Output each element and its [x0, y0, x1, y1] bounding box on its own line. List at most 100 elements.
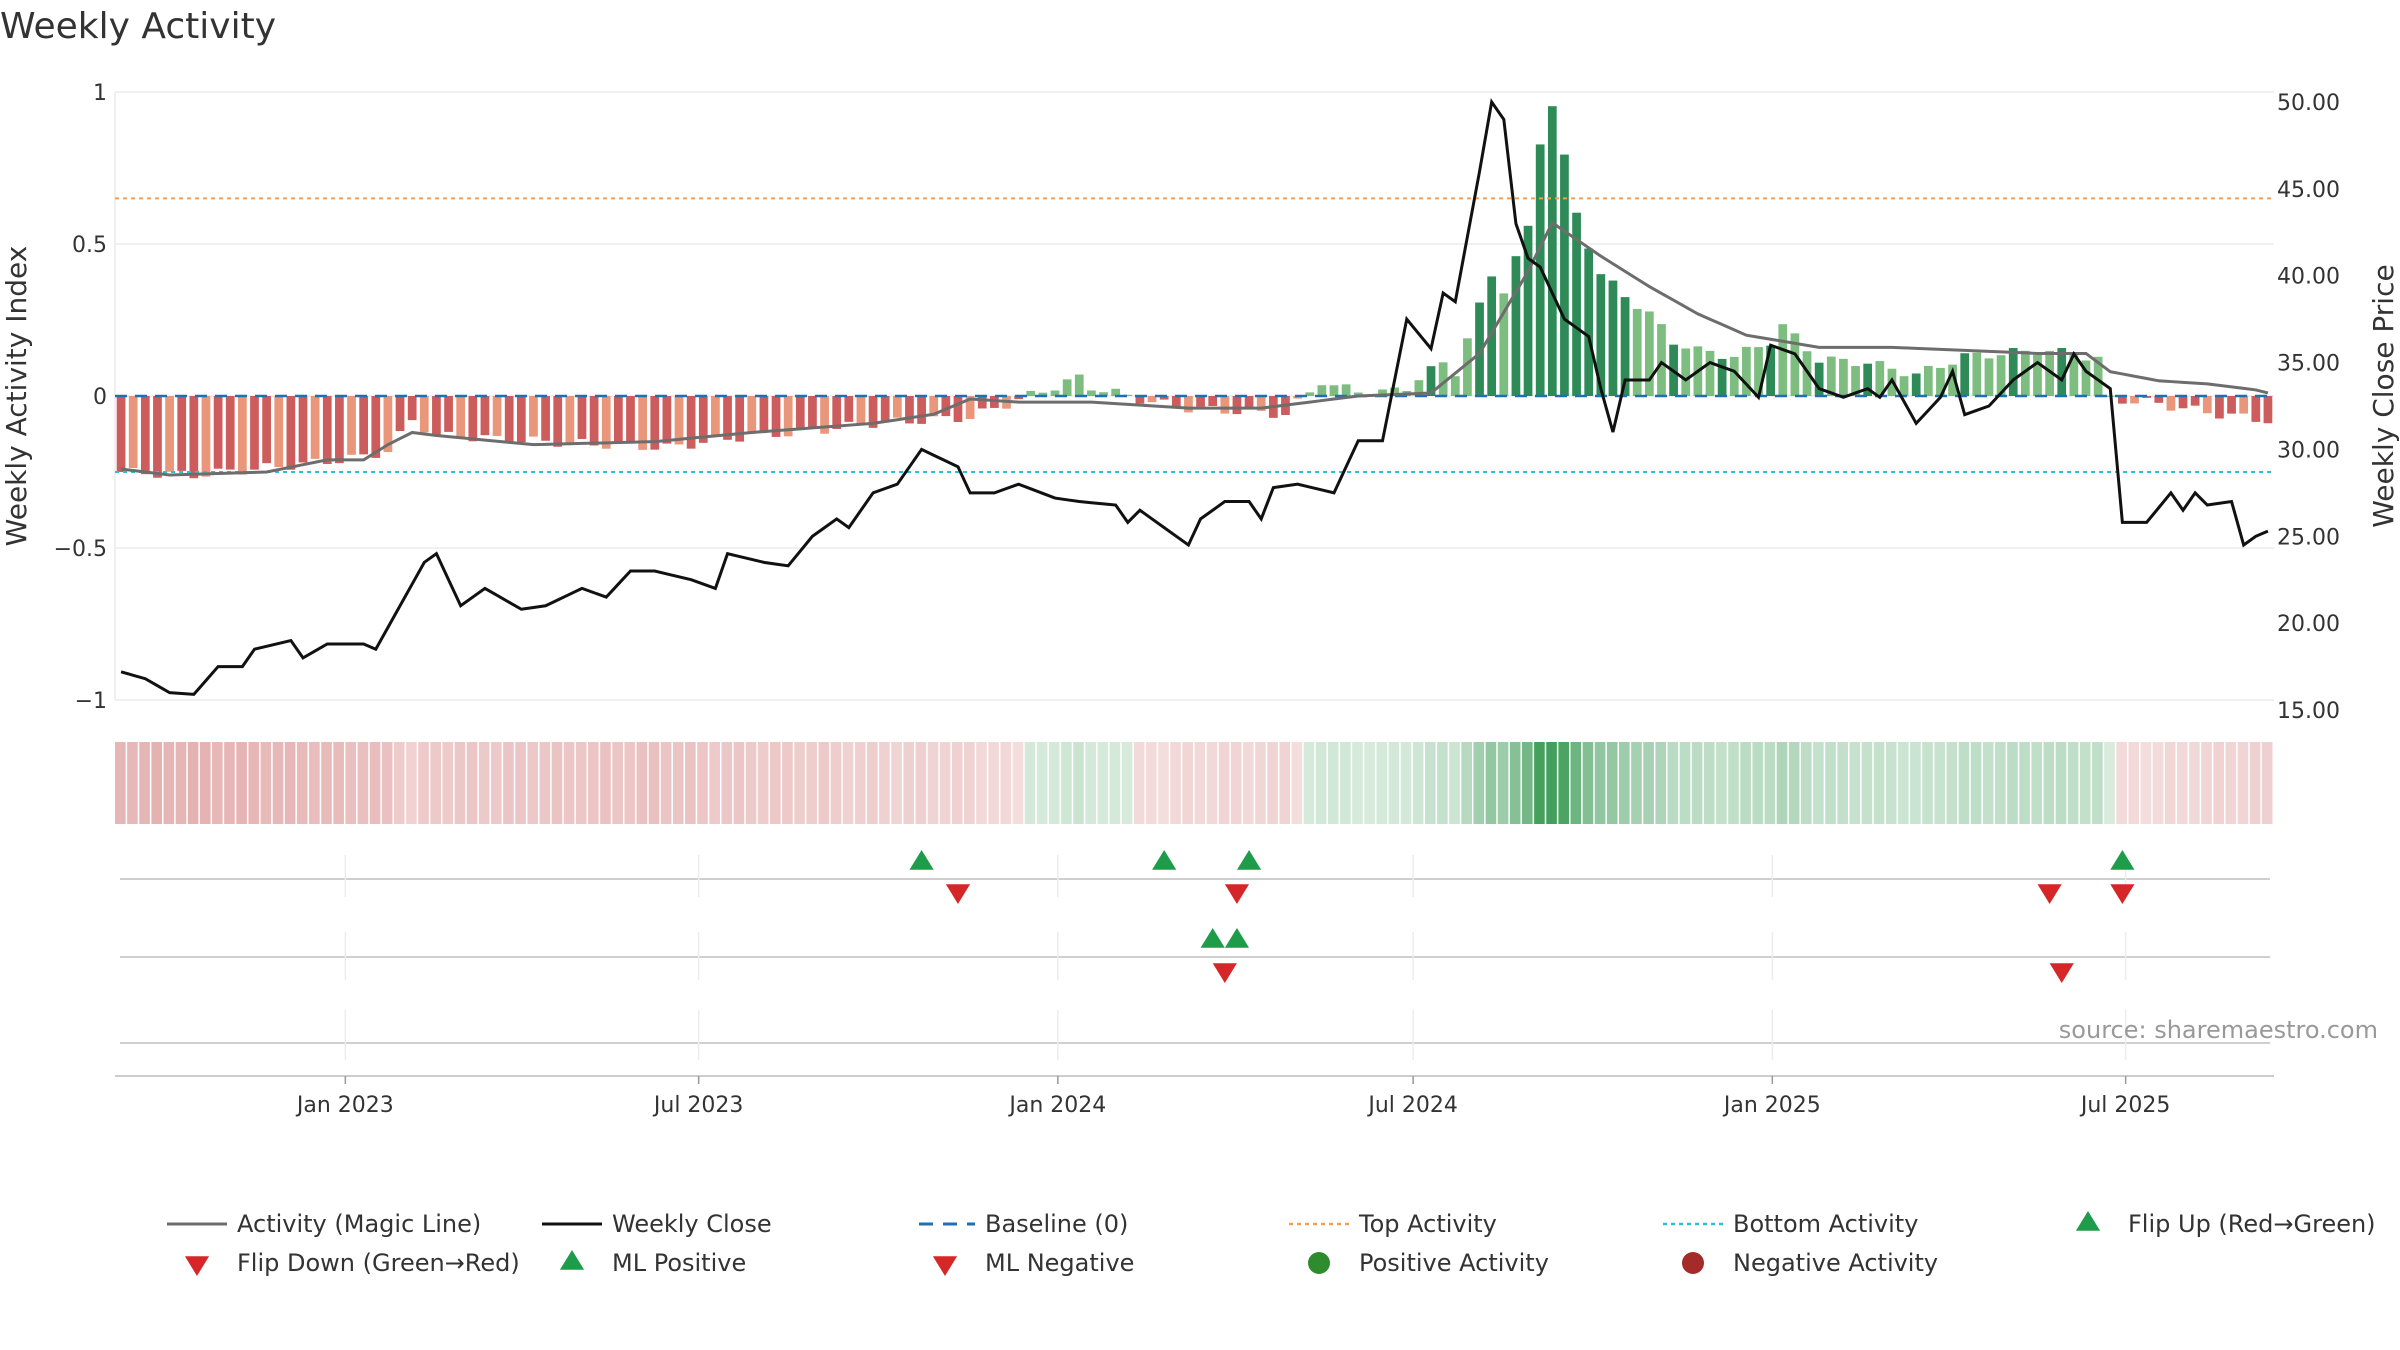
- heat-cell: [697, 742, 708, 824]
- heat-cell: [2031, 742, 2043, 824]
- heat-cell: [2116, 742, 2127, 824]
- heat-cell: [321, 742, 332, 824]
- heat-cell: [976, 742, 987, 824]
- activity-bar: [128, 396, 138, 468]
- legend-label: Positive Activity: [1359, 1249, 1549, 1277]
- heat-cell: [503, 742, 514, 824]
- heat-cell: [1558, 742, 1570, 824]
- activity-bar: [577, 396, 587, 439]
- heat-cell: [430, 742, 441, 824]
- activity-bar: [2227, 396, 2236, 414]
- heat-cell: [1594, 742, 1606, 824]
- activity-bar: [1608, 280, 1618, 396]
- heat-cell: [2007, 742, 2018, 824]
- activity-bar: [2057, 348, 2067, 396]
- activity-bar: [553, 396, 563, 447]
- activity-bar: [1948, 364, 1957, 396]
- activity-bar: [626, 396, 635, 443]
- heat-cell: [830, 742, 842, 824]
- activity-bar: [2251, 396, 2261, 422]
- activity-bar: [941, 396, 951, 417]
- activity-bar: [347, 396, 356, 455]
- activity-bar: [1632, 308, 1642, 396]
- heat-cell: [1170, 742, 1181, 824]
- weekly-close-line: [120, 98, 2269, 696]
- heat-cell: [1000, 742, 1012, 824]
- heat-cell: [1061, 742, 1072, 824]
- heat-cell: [1728, 742, 1739, 824]
- activity-bar: [783, 396, 793, 437]
- activity-bar: [1523, 225, 1533, 396]
- activity-bar: [844, 396, 854, 422]
- activity-bar: [274, 396, 284, 468]
- activity-bar: [1644, 311, 1654, 396]
- activity-bar: [747, 396, 757, 434]
- heat-cell: [1158, 742, 1169, 824]
- heat-cell: [1218, 742, 1230, 824]
- heat-cell: [1655, 742, 1667, 824]
- activity-bar: [917, 396, 926, 424]
- activity-bar: [1839, 358, 1848, 396]
- heat-cell: [939, 742, 951, 824]
- activity-bar: [1147, 396, 1157, 403]
- heat-cell: [563, 742, 575, 824]
- activity-bar: [492, 396, 502, 436]
- heat-cell: [1449, 742, 1460, 824]
- heat-cell: [2189, 742, 2200, 824]
- activity-bar: [589, 396, 599, 446]
- activity-bar: [432, 396, 441, 435]
- y2-tick-label: 25.00: [2277, 525, 2340, 550]
- heat-cell: [2104, 742, 2115, 824]
- heat-cell: [854, 742, 866, 824]
- chart-title: Weekly Activity: [0, 6, 277, 47]
- heat-cell: [551, 742, 563, 824]
- activity-bar: [1074, 374, 1084, 396]
- activity-bar: [1159, 396, 1169, 400]
- activity-bar: [1742, 346, 1751, 396]
- heat-cell: [575, 742, 587, 824]
- activity-bar: [1790, 333, 1800, 396]
- heat-cell: [309, 742, 320, 824]
- heat-cell: [915, 742, 927, 824]
- activity-bar: [1220, 396, 1230, 414]
- heat-cell: [1849, 742, 1861, 824]
- activity-bar: [201, 396, 211, 477]
- activity-bar: [1972, 352, 1982, 396]
- heat-cell: [1024, 742, 1036, 824]
- activity-bar: [444, 396, 453, 432]
- heat-cell: [1813, 742, 1824, 824]
- activity-bar: [1135, 396, 1145, 404]
- activity-bar: [225, 396, 235, 470]
- activity-bar: [1390, 387, 1399, 396]
- activity-bar: [1560, 154, 1569, 396]
- activity-bar: [1487, 276, 1497, 396]
- x-tick-label: Jul 2023: [652, 1093, 744, 1118]
- heat-cell: [660, 742, 672, 824]
- heat-cell: [236, 742, 247, 824]
- heat-cell: [418, 742, 429, 824]
- activity-bar: [1426, 366, 1436, 396]
- activity-bar: [1681, 348, 1691, 396]
- activity-bar: [977, 396, 987, 409]
- activity-bar: [686, 396, 696, 449]
- heat-cell: [794, 742, 805, 824]
- activity-bar: [237, 396, 247, 475]
- activity-bar: [868, 396, 878, 428]
- heat-cell: [1376, 742, 1388, 824]
- heat-cell: [1740, 742, 1751, 824]
- heat-cell: [406, 742, 417, 824]
- activity-bar: [2263, 396, 2273, 424]
- activity-bar: [1038, 392, 1048, 396]
- activity-bar: [116, 396, 126, 472]
- activity-bar: [1293, 396, 1302, 399]
- heat-cell: [1800, 742, 1812, 824]
- activity-bar: [711, 396, 720, 437]
- heat-cell: [757, 742, 769, 824]
- activity-bar: [262, 396, 271, 464]
- activity-bar: [395, 396, 405, 432]
- heat-cell: [1752, 742, 1764, 824]
- y-tick-label: −1: [75, 689, 107, 714]
- heat-cell: [1509, 742, 1521, 824]
- x-tick-label: Jan 2023: [295, 1093, 394, 1118]
- heat-cell: [1133, 742, 1145, 824]
